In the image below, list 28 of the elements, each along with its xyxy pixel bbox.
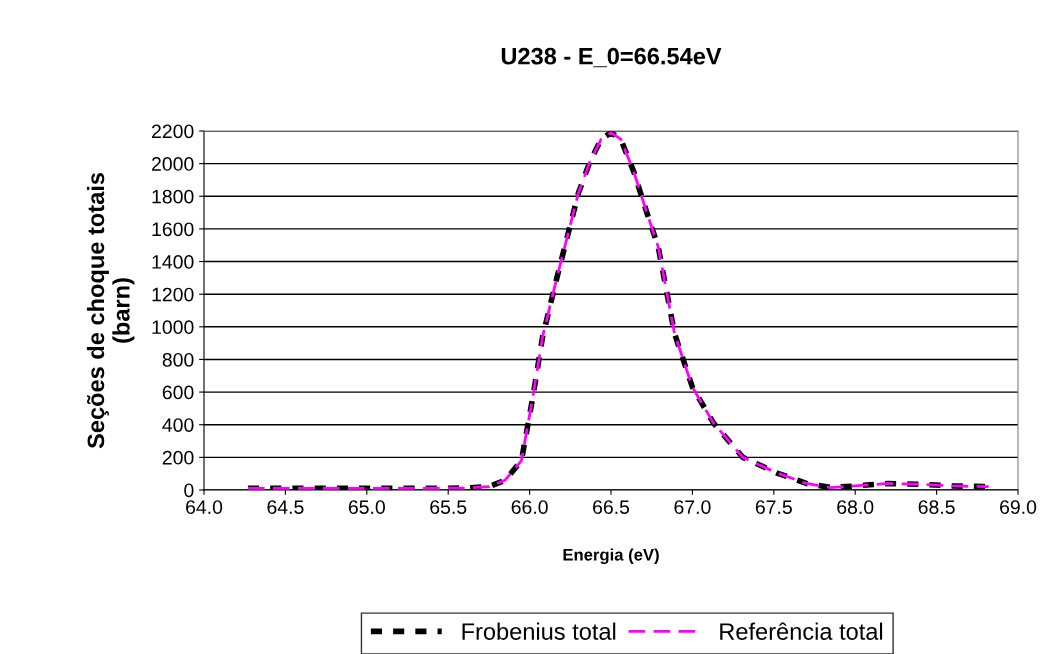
legend-label: Frobenius total xyxy=(462,622,616,640)
y-tick-label: 2200 xyxy=(152,124,194,139)
y-tick-label: 1000 xyxy=(152,320,194,335)
y-tick-label: 0 xyxy=(184,483,194,498)
y-tick-label: 800 xyxy=(162,352,194,367)
chart-title: U238 - E_0=66.54eV xyxy=(501,47,722,68)
x-tick-label: 69.0 xyxy=(1000,500,1037,514)
y-tick-label: 400 xyxy=(162,418,194,432)
x-tick-label: 66.0 xyxy=(511,500,548,514)
x-tick-label: 67.0 xyxy=(674,500,711,514)
y-tick-label: 1200 xyxy=(152,287,194,302)
y-tick-label: 2000 xyxy=(152,157,194,171)
x-tick-label: 64.0 xyxy=(186,500,223,514)
y-axis-title: Seções de choque totais (barn) xyxy=(86,173,135,449)
y-tick-label: 1600 xyxy=(152,222,194,237)
x-tick-label: 68.5 xyxy=(918,500,955,514)
x-tick-label: 66.5 xyxy=(593,500,630,514)
y-tick-label: 1400 xyxy=(152,255,194,269)
y-tick-label: 600 xyxy=(162,385,194,400)
x-axis-title: Energia (eV) xyxy=(563,548,659,565)
y-tick-label: 200 xyxy=(162,450,194,465)
x-tick-label: 65.5 xyxy=(430,500,467,514)
legend-label: Referência total xyxy=(720,622,883,640)
x-tick-label: 68.0 xyxy=(837,500,874,514)
x-tick-label: 65.0 xyxy=(348,500,385,514)
x-tick-label: 67.5 xyxy=(755,500,792,514)
y-tick-label: 1800 xyxy=(152,189,194,204)
x-tick-label: 64.5 xyxy=(267,500,304,514)
